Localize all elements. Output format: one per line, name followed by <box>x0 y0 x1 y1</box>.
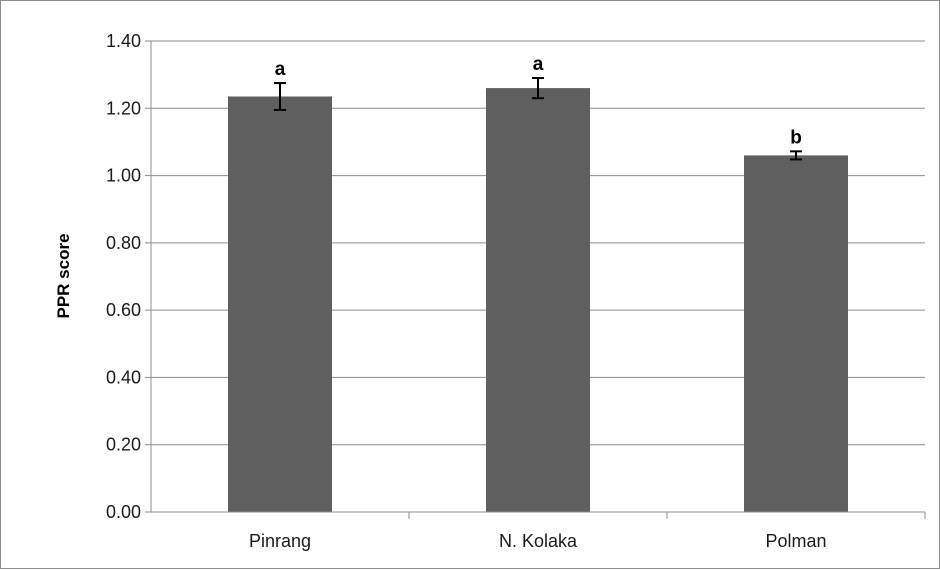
significance-label: a <box>533 54 544 75</box>
y-tick-label: 0.00 <box>106 502 141 522</box>
y-tick-label: 1.40 <box>106 31 141 51</box>
y-tick-label: 0.60 <box>106 300 141 320</box>
y-tick-label: 1.00 <box>106 166 141 186</box>
x-category-label: Pinrang <box>249 531 311 551</box>
axes <box>145 40 926 519</box>
bar-n-kolaka <box>486 88 590 512</box>
x-category-label: N. Kolaka <box>499 531 578 551</box>
significance-label: a <box>275 59 286 80</box>
y-tick-label: 1.20 <box>106 98 141 118</box>
y-tick-label: 0.40 <box>106 367 141 387</box>
bar-pinrang <box>228 96 332 512</box>
y-axis-title: PPR score <box>54 233 73 318</box>
bar-polman <box>744 155 848 512</box>
labels: 0.00 0.20 0.40 0.60 0.80 1.00 1.20 1.40 a Pinrang… <box>106 31 827 551</box>
significance-label: b <box>790 127 802 148</box>
y-tick-label: 0.20 <box>106 435 141 455</box>
y-tick-label: 0.80 <box>106 233 141 253</box>
x-category-label: Polman <box>765 531 826 551</box>
bars <box>228 77 848 512</box>
